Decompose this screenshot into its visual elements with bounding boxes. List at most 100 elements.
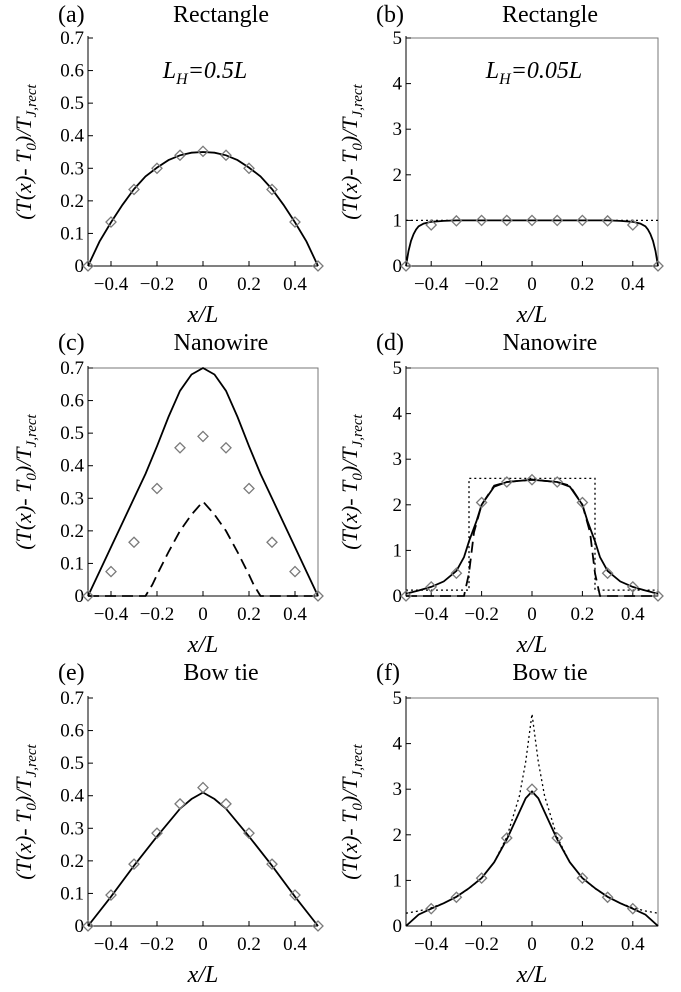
data-point-diamond: [551, 832, 564, 844]
series-line-dotted: [405, 713, 659, 914]
x-tick-label: −0.4: [414, 934, 449, 955]
plot-frame: [87, 367, 319, 597]
data-point-diamond: [266, 183, 278, 196]
x-tick-label: −0.4: [414, 274, 449, 295]
y-axis-label: (T(x)- T0)/TJ,rect: [11, 413, 40, 549]
y-tick-label: 5: [393, 28, 403, 49]
data-point-diamond: [312, 260, 324, 272]
panel-f: 0 1 2 3 4 5 −0.4 −0.2 0 0.2 0.4 (f) Bow tie x/L (T(x)-…: [337, 660, 659, 988]
series-line-dashed: [406, 478, 658, 597]
x-tick-label: 0: [198, 934, 208, 955]
y-tick-label: 4: [393, 404, 403, 425]
data-point-diamond: [601, 567, 614, 580]
y-tick-label: 0.3: [60, 488, 84, 509]
x-tick-label: −0.2: [464, 604, 498, 625]
y-tick-label: 0.4: [60, 786, 84, 807]
data-point-diamond: [425, 219, 438, 231]
data-point-diamond: [82, 260, 94, 272]
data-point-diamond: [220, 441, 232, 454]
x-tick-label: −0.4: [94, 604, 129, 625]
panel-annotation: LH=0.5L: [162, 58, 247, 88]
data-point-diamond: [475, 872, 488, 885]
y-axis-label: (T(x)- T0)/TJ,rect: [337, 743, 366, 879]
data-point-diamond: [289, 216, 301, 228]
y-tick-label: 0: [393, 586, 403, 607]
data-point-diamond: [197, 430, 209, 443]
x-tick-label: 0.4: [621, 274, 645, 295]
data-point-diamond: [105, 216, 117, 228]
data-point-diamond: [174, 797, 186, 810]
y-tick-label: 0.1: [60, 883, 84, 904]
data-point-diamond: [450, 567, 463, 580]
data-point-diamond: [220, 797, 232, 810]
x-axis-label: x/L: [187, 962, 219, 988]
y-tick-label: 5: [393, 358, 403, 379]
x-tick-label: 0.2: [571, 604, 595, 625]
y-tick-label: 2: [393, 165, 403, 186]
y-tick-label: 0.6: [60, 721, 84, 742]
series-line-dashed: [88, 500, 318, 597]
y-tick-label: 0: [393, 916, 403, 937]
series-line-solid: [87, 151, 319, 267]
panel-title: Rectangle: [502, 2, 598, 28]
y-tick-label: 3: [393, 449, 403, 470]
data-point-diamond: [526, 783, 538, 796]
y-axis-label: (T(x)- T0)/TJ,rect: [11, 83, 40, 219]
y-axis-label: (T(x)- T0)/TJ,rect: [11, 743, 40, 879]
data-point-diamond: [475, 496, 488, 509]
data-point-diamond: [425, 580, 438, 593]
y-tick-label: 0.3: [60, 158, 84, 179]
y-tick-label: 2: [393, 495, 403, 516]
y-tick-label: 0.1: [60, 553, 84, 574]
data-point-diamond: [128, 858, 140, 871]
y-tick-label: 3: [393, 779, 403, 800]
y-tick-label: 1: [393, 540, 403, 561]
y-tick-label: 0.3: [60, 818, 84, 839]
y-tick-label: 0: [75, 256, 85, 277]
panel-b: 0 1 2 3 4 5 −0.4 −0.2 0 0.2 0.4 (b) Rectangle LH=0.05…: [337, 2, 664, 328]
x-tick-label: −0.4: [414, 604, 449, 625]
y-tick-label: 4: [393, 734, 403, 755]
plot-frame: [405, 697, 659, 927]
x-tick-label: −0.2: [140, 604, 174, 625]
panel-letter: (c): [58, 330, 85, 356]
panel-title: Rectangle: [173, 2, 269, 28]
data-point-diamond: [105, 565, 117, 578]
data-point-diamond: [174, 441, 186, 454]
data-point-diamond: [266, 858, 278, 871]
y-tick-label: 0.1: [60, 223, 84, 244]
data-point-diamond: [626, 580, 639, 593]
panel-d: 0 1 2 3 4 5 −0.4 −0.2 0 0.2 0.4 (d) Nanowire x/L (T(x)…: [337, 330, 664, 658]
x-axis-label: x/L: [516, 962, 548, 988]
x-tick-label: 0.4: [283, 604, 307, 625]
data-point-diamond: [289, 565, 301, 578]
data-point-diamond: [243, 162, 255, 175]
panel-c: 0 0.1 0.2 0.3 0.4 0.5 0.6 0.7 −0.4 −0.2 0 0.2 0.4 (c)…: [11, 330, 324, 658]
y-tick-label: 3: [393, 119, 403, 140]
y-tick-label: 0.2: [60, 191, 84, 212]
panel-title: Bow tie: [183, 660, 258, 686]
y-tick-label: 0.2: [60, 851, 84, 872]
x-tick-label: −0.4: [94, 934, 129, 955]
panel-letter: (e): [58, 660, 85, 686]
data-point-diamond: [576, 496, 589, 509]
panel-letter: (d): [376, 330, 404, 356]
data-point-diamond: [197, 145, 209, 158]
x-tick-label: −0.2: [140, 274, 174, 295]
y-tick-label: 0.7: [60, 28, 84, 49]
panel-letter: (b): [376, 2, 404, 28]
y-tick-label: 2: [393, 825, 403, 846]
y-tick-label: 0.6: [60, 61, 84, 82]
series-line-dotted: [406, 477, 658, 591]
x-axis-label: x/L: [516, 302, 548, 328]
y-tick-label: 0.7: [60, 358, 84, 379]
data-point-diamond: [243, 827, 255, 840]
panel-e: 0 0.1 0.2 0.3 0.4 0.5 0.6 0.7 −0.4 −0.2 0 0.2 0.4 (e)…: [11, 660, 324, 988]
y-tick-label: 0.5: [60, 93, 84, 114]
y-tick-label: 0: [393, 256, 403, 277]
y-tick-label: 0.4: [60, 456, 84, 477]
series-line-solid: [405, 478, 659, 595]
y-tick-label: 0.7: [60, 688, 84, 709]
data-point-diamond: [197, 781, 209, 794]
data-point-diamond: [312, 590, 324, 602]
